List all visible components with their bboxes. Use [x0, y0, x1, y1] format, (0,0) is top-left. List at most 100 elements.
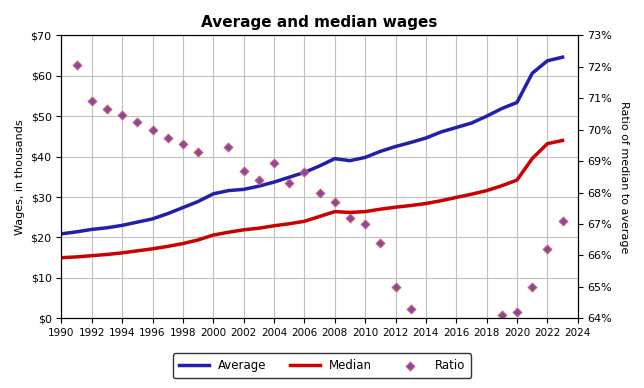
- Average: [270, 180, 278, 184]
- Median: [452, 195, 460, 200]
- Ratio: [390, 284, 401, 290]
- Ratio: [238, 168, 249, 174]
- Median: [422, 201, 430, 206]
- Average: [316, 164, 323, 168]
- Median: [513, 178, 521, 182]
- Ratio: [527, 284, 537, 290]
- Median: [118, 251, 126, 255]
- Line: Average: Average: [61, 57, 563, 234]
- Ratio: [117, 111, 128, 118]
- Median: [240, 227, 247, 232]
- Median: [316, 214, 323, 219]
- Ratio: [193, 149, 204, 155]
- Average: [483, 114, 491, 118]
- Ratio: [360, 221, 370, 227]
- Average: [559, 55, 567, 59]
- Ratio: [542, 246, 553, 252]
- Ratio: [269, 159, 279, 166]
- Median: [270, 223, 278, 228]
- Ratio: [178, 141, 188, 147]
- Ratio: [421, 322, 431, 328]
- Average: [468, 121, 475, 125]
- Ratio: [71, 62, 82, 68]
- Average: [103, 225, 111, 230]
- Ratio: [345, 215, 355, 221]
- Ratio: [375, 240, 386, 246]
- Average: [73, 230, 80, 234]
- Average: [209, 192, 217, 196]
- Average: [544, 59, 551, 63]
- Median: [149, 246, 156, 251]
- Median: [73, 255, 80, 259]
- Average: [88, 227, 96, 232]
- Average: [133, 220, 141, 224]
- Median: [498, 184, 506, 188]
- Median: [57, 255, 65, 260]
- Average: [361, 155, 369, 160]
- Average: [513, 100, 521, 105]
- Median: [483, 188, 491, 193]
- Median: [285, 222, 293, 226]
- Average: [407, 140, 415, 145]
- Median: [301, 219, 308, 223]
- Median: [331, 209, 339, 214]
- Ratio: [436, 328, 446, 334]
- Ratio: [451, 331, 461, 337]
- Median: [407, 203, 415, 208]
- Median: [559, 138, 567, 143]
- Average: [452, 125, 460, 130]
- Average: [240, 187, 247, 192]
- Average: [149, 217, 156, 221]
- Average: [498, 106, 506, 111]
- Median: [209, 233, 217, 237]
- Median: [164, 244, 171, 249]
- Ratio: [162, 134, 173, 140]
- Average: [164, 211, 171, 216]
- Ratio: [466, 328, 477, 334]
- Average: [377, 149, 384, 154]
- Median: [179, 241, 187, 246]
- Average: [346, 158, 354, 163]
- Title: Average and median wages: Average and median wages: [202, 15, 438, 30]
- Average: [285, 175, 293, 180]
- Average: [422, 136, 430, 140]
- Legend: Average, Median, Ratio: Average, Median, Ratio: [173, 353, 471, 378]
- Median: [437, 198, 445, 203]
- Average: [437, 130, 445, 134]
- Average: [301, 170, 308, 175]
- Ratio: [497, 312, 507, 318]
- Median: [103, 252, 111, 257]
- Line: Median: Median: [61, 140, 563, 258]
- Median: [377, 207, 384, 211]
- Median: [544, 141, 551, 146]
- Median: [392, 205, 399, 210]
- Ratio: [284, 180, 294, 186]
- Median: [346, 210, 354, 215]
- Ratio: [132, 119, 142, 125]
- Median: [225, 230, 232, 235]
- Ratio: [147, 126, 158, 133]
- Median: [468, 192, 475, 197]
- Average: [331, 156, 339, 161]
- Average: [255, 184, 263, 189]
- Y-axis label: Wages, in thousands: Wages, in thousands: [15, 119, 25, 235]
- Ratio: [314, 189, 325, 196]
- Average: [57, 232, 65, 236]
- Median: [133, 248, 141, 253]
- Median: [361, 209, 369, 214]
- Ratio: [558, 218, 568, 224]
- Median: [194, 237, 202, 242]
- Ratio: [223, 144, 234, 150]
- Median: [528, 156, 536, 161]
- Average: [225, 188, 232, 193]
- Average: [194, 199, 202, 204]
- Ratio: [87, 98, 97, 104]
- Ratio: [512, 309, 522, 315]
- Median: [255, 226, 263, 230]
- Ratio: [482, 322, 492, 328]
- Average: [179, 205, 187, 210]
- Average: [118, 223, 126, 228]
- Average: [392, 144, 399, 149]
- Ratio: [102, 106, 112, 113]
- Median: [88, 253, 96, 258]
